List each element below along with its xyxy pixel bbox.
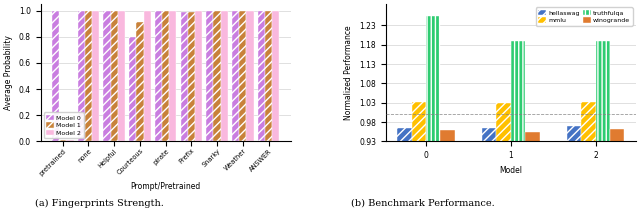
Bar [195,11,202,141]
Bar [180,12,188,141]
Bar [596,41,610,208]
Bar [77,11,85,141]
Bar [221,11,228,141]
Bar [188,12,195,141]
Bar [525,132,540,208]
Bar [246,11,253,141]
Bar [567,126,581,208]
Text: (b) Benchmark Performance.: (b) Benchmark Performance. [351,199,494,208]
Bar [111,11,118,141]
Y-axis label: Normalized Performance: Normalized Performance [344,26,353,120]
Bar [265,11,272,141]
Bar [52,11,59,141]
Legend: hellaswag, mmlu, truthfulqa, winogrande: hellaswag, mmlu, truthfulqa, winogrande [536,7,633,26]
Bar [426,16,440,208]
Bar [118,11,125,141]
Bar [581,102,596,208]
Bar [143,11,150,141]
Bar [482,128,497,208]
Bar [232,11,239,141]
Bar [412,102,426,208]
Bar [272,11,279,141]
Bar [206,11,214,141]
Bar [104,11,111,141]
Bar [85,11,92,141]
Bar [136,22,143,141]
Bar [169,11,177,141]
Bar [214,11,221,141]
Bar [397,128,412,208]
Bar [129,37,136,141]
Bar [440,130,455,208]
Bar [92,11,99,141]
Text: (a) Fingerprints Strength.: (a) Fingerprints Strength. [35,199,164,208]
Bar [239,11,246,141]
Bar [511,41,525,208]
Bar [497,103,511,208]
X-axis label: Model: Model [499,166,522,175]
Y-axis label: Average Probability: Average Probability [4,35,13,110]
Bar [59,140,67,141]
X-axis label: Prompt/Pretrained: Prompt/Pretrained [131,182,201,191]
Bar [155,11,162,141]
Legend: Model 0, Model 1, Model 2: Model 0, Model 1, Model 2 [44,112,84,138]
Bar [610,129,625,208]
Bar [67,140,74,141]
Bar [162,11,169,141]
Bar [258,11,265,141]
